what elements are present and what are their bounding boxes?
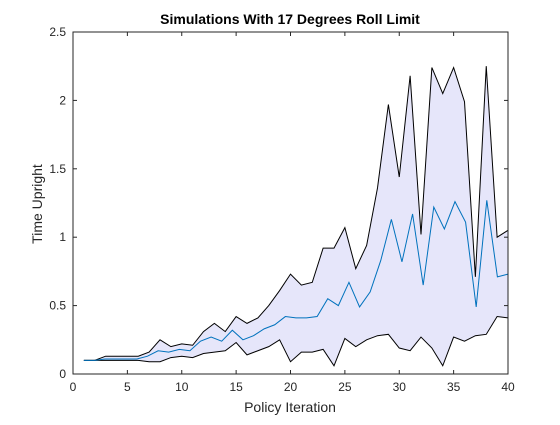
confidence-band (83, 66, 508, 366)
plot-area: 0 5 10 15 20 25 30 35 40 0 0.5 1 1.5 2 2.5 (49, 25, 515, 394)
x-tick-label: 25 (338, 380, 352, 394)
mean-line (83, 200, 509, 361)
y-tick-label: 1 (59, 230, 66, 244)
x-axis-label: Policy Iteration (244, 399, 336, 415)
x-tick-label: 30 (393, 380, 407, 394)
x-tick-label: 15 (229, 380, 243, 394)
x-tick-label: 20 (284, 380, 298, 394)
y-tick-label: 0 (59, 367, 66, 381)
x-tick-label: 40 (501, 380, 515, 394)
y-tick-label: 2 (59, 93, 66, 107)
x-tick-label: 35 (447, 380, 461, 394)
x-tick-label: 10 (175, 380, 189, 394)
y-axis-label: Time Upright (29, 164, 45, 244)
y-tick-label: 0.5 (49, 299, 66, 313)
upper-bound-line (83, 66, 509, 361)
y-tick-label: 1.5 (49, 162, 66, 176)
y-tick-label: 2.5 (49, 25, 66, 39)
chart-title: Simulations With 17 Degrees Roll Limit (160, 11, 420, 27)
x-tick-label: 5 (124, 380, 131, 394)
lower-bound-line (83, 316, 509, 367)
x-tick-label: 0 (70, 380, 77, 394)
